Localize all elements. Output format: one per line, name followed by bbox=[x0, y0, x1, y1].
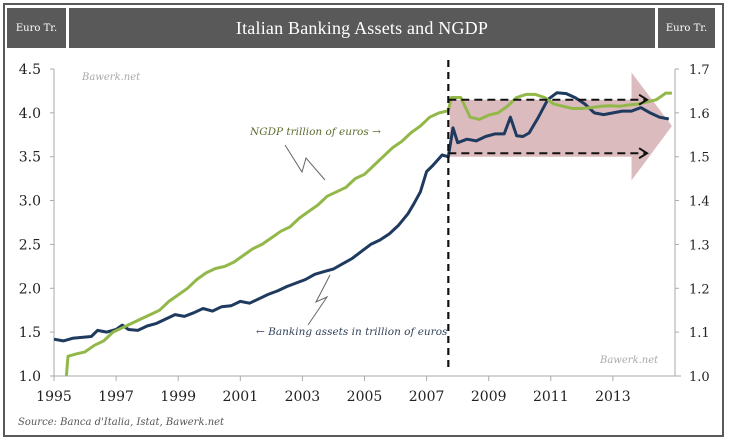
arrowhead-icon bbox=[638, 93, 649, 106]
y2-tick-label: 1.1 bbox=[689, 326, 710, 341]
ngdp-line bbox=[64, 91, 672, 377]
x-tick-label: 2011 bbox=[533, 389, 569, 405]
y2-tick-label: 1.2 bbox=[689, 282, 710, 297]
y-tick-label: 4.5 bbox=[19, 62, 41, 78]
x-tick-label: 1995 bbox=[36, 389, 72, 405]
banking-callout-line bbox=[307, 274, 331, 326]
y-tick-label: 2.0 bbox=[19, 281, 41, 297]
y-tick-label: 3.0 bbox=[19, 194, 41, 210]
x-tick-label: 2013 bbox=[595, 389, 631, 405]
chart-title: Italian Banking Assets and NGDP bbox=[69, 8, 655, 48]
x-tick-label: 2009 bbox=[471, 389, 507, 405]
y-tick-label: 3.5 bbox=[19, 150, 41, 166]
x-tick-label: 2001 bbox=[222, 389, 258, 405]
y2-tick-label: 1.5 bbox=[689, 151, 710, 166]
right-axis-unit: Euro Tr. bbox=[658, 8, 715, 48]
x-tick-label: 1999 bbox=[160, 389, 196, 405]
arrowhead-icon bbox=[638, 147, 649, 160]
x-tick-label: 2005 bbox=[347, 389, 383, 405]
watermark-bottom: Bawerk.net bbox=[599, 355, 659, 366]
ngdp-annotation: NGDP trillion of euros → bbox=[249, 126, 381, 138]
watermark-top: Bawerk.net bbox=[81, 72, 141, 83]
y-tick-label: 4.0 bbox=[19, 106, 41, 122]
y2-tick-label: 1.0 bbox=[689, 370, 710, 385]
y2-tick-label: 1.3 bbox=[689, 238, 710, 253]
left-axis-unit: Euro Tr. bbox=[7, 8, 66, 48]
source-note: Source: Banca d'Italia, Istat, Bawerk.ne… bbox=[18, 417, 225, 428]
y-tick-label: 1.5 bbox=[19, 325, 41, 341]
y-tick-label: 1.0 bbox=[19, 369, 41, 385]
range-arrow-shape bbox=[449, 72, 672, 181]
x-tick-label: 2007 bbox=[409, 389, 445, 405]
ngdp-callout-line bbox=[284, 144, 326, 181]
y-tick-label: 2.5 bbox=[19, 237, 41, 253]
banking-assets-line bbox=[53, 91, 670, 343]
chart-frame bbox=[3, 3, 724, 437]
y2-tick-label: 1.6 bbox=[689, 107, 710, 122]
banking-annotation: ← Banking assets in trillion of euros bbox=[256, 326, 448, 338]
x-tick-label: 2003 bbox=[285, 389, 321, 405]
y2-tick-label: 1.4 bbox=[689, 195, 710, 210]
y2-tick-label: 1.7 bbox=[689, 63, 710, 78]
x-tick-label: 1997 bbox=[98, 389, 134, 405]
